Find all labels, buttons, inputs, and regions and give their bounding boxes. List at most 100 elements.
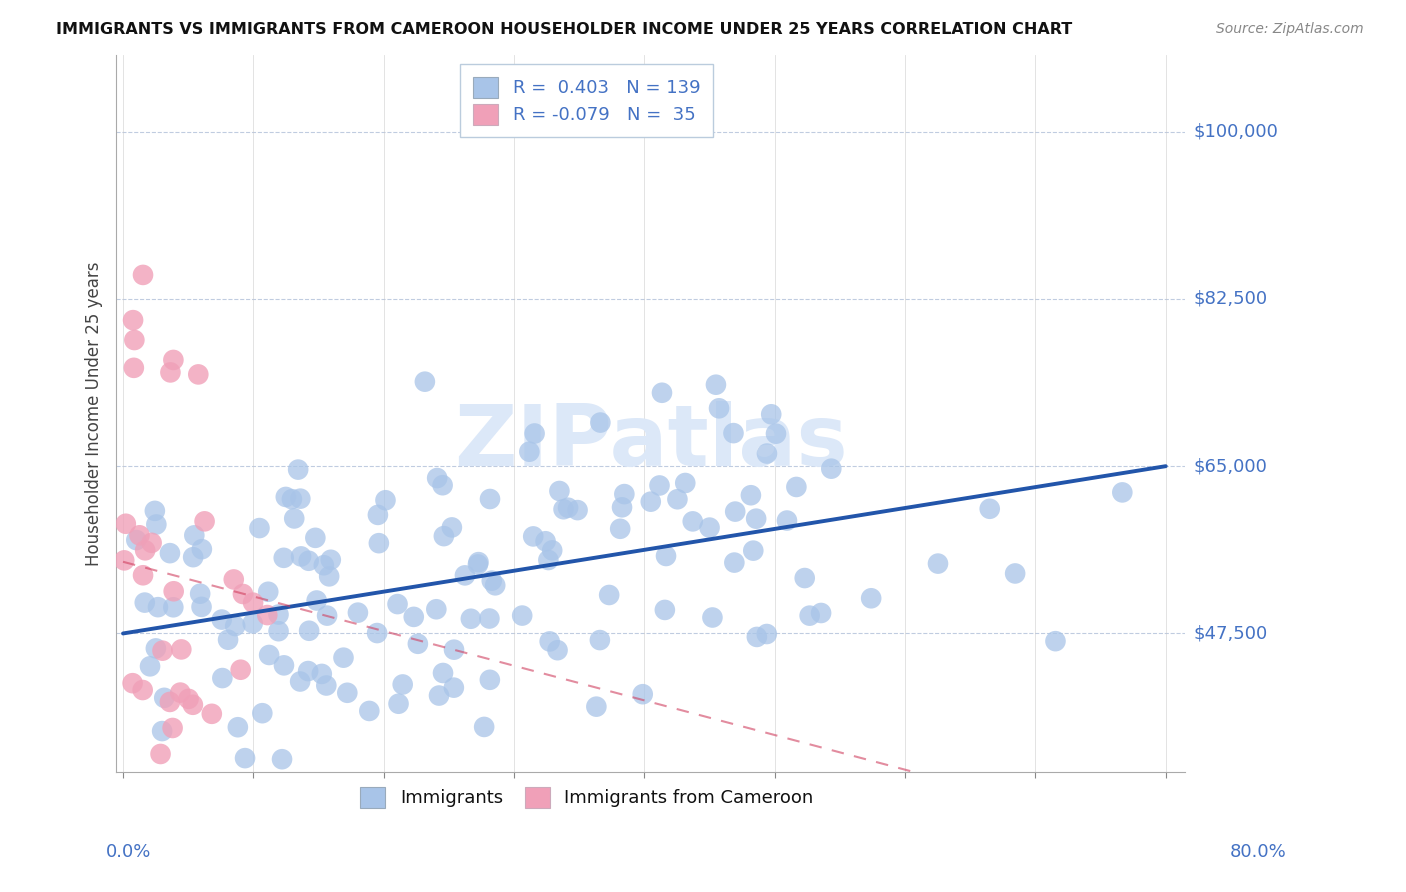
Point bbox=[478, 611, 501, 625]
Point bbox=[478, 673, 501, 687]
Point bbox=[226, 720, 249, 734]
Point bbox=[298, 554, 321, 568]
Point bbox=[150, 724, 173, 739]
Point bbox=[315, 679, 337, 693]
Point bbox=[249, 521, 271, 535]
Point bbox=[1111, 485, 1133, 500]
Point bbox=[121, 676, 143, 690]
Point bbox=[433, 529, 456, 543]
Point bbox=[132, 568, 155, 582]
Point bbox=[454, 568, 477, 582]
Point bbox=[517, 444, 540, 458]
Point bbox=[232, 587, 254, 601]
Point bbox=[112, 553, 135, 567]
Point bbox=[273, 658, 295, 673]
Point bbox=[132, 268, 155, 282]
Point bbox=[290, 491, 312, 506]
Point bbox=[406, 637, 429, 651]
Point bbox=[534, 534, 557, 549]
Point bbox=[367, 536, 389, 550]
Point bbox=[159, 365, 181, 379]
Point bbox=[145, 517, 167, 532]
Point bbox=[541, 543, 564, 558]
Point bbox=[655, 549, 678, 563]
Point bbox=[316, 608, 339, 623]
Point bbox=[273, 550, 295, 565]
Point bbox=[281, 492, 304, 507]
Point bbox=[682, 515, 704, 529]
Y-axis label: Householder Income Under 25 years: Householder Income Under 25 years bbox=[86, 261, 103, 566]
Point bbox=[242, 616, 264, 631]
Point bbox=[305, 593, 328, 607]
Point bbox=[153, 690, 176, 705]
Point bbox=[177, 691, 200, 706]
Point bbox=[799, 608, 821, 623]
Point bbox=[927, 557, 949, 571]
Point bbox=[311, 666, 333, 681]
Point bbox=[402, 610, 425, 624]
Point bbox=[162, 600, 184, 615]
Point bbox=[523, 426, 546, 441]
Point bbox=[188, 587, 211, 601]
Text: $47,500: $47,500 bbox=[1194, 624, 1268, 642]
Point bbox=[704, 377, 727, 392]
Point bbox=[761, 407, 783, 421]
Point bbox=[124, 333, 146, 347]
Point bbox=[547, 643, 569, 657]
Point bbox=[181, 698, 204, 712]
Point bbox=[366, 626, 388, 640]
Point bbox=[267, 624, 290, 639]
Point bbox=[114, 516, 136, 531]
Point bbox=[432, 478, 454, 492]
Point bbox=[149, 747, 172, 761]
Point bbox=[537, 553, 560, 567]
Point bbox=[810, 606, 832, 620]
Point bbox=[367, 508, 389, 522]
Point bbox=[427, 689, 450, 703]
Point bbox=[139, 659, 162, 673]
Point bbox=[481, 574, 503, 588]
Point bbox=[290, 549, 312, 564]
Point bbox=[425, 602, 447, 616]
Point bbox=[134, 596, 156, 610]
Point bbox=[979, 501, 1001, 516]
Point bbox=[387, 597, 409, 611]
Point bbox=[190, 599, 212, 614]
Point bbox=[336, 686, 359, 700]
Text: 80.0%: 80.0% bbox=[1230, 843, 1286, 861]
Point bbox=[745, 630, 768, 644]
Point bbox=[467, 558, 489, 572]
Point bbox=[170, 642, 193, 657]
Point bbox=[191, 542, 214, 557]
Point bbox=[589, 633, 612, 648]
Point bbox=[163, 584, 186, 599]
Point bbox=[613, 487, 636, 501]
Point bbox=[557, 500, 579, 515]
Point bbox=[143, 504, 166, 518]
Text: 0.0%: 0.0% bbox=[105, 843, 150, 861]
Point bbox=[479, 491, 502, 506]
Point bbox=[648, 478, 671, 492]
Point bbox=[1004, 566, 1026, 581]
Point bbox=[755, 446, 778, 460]
Point bbox=[271, 752, 294, 766]
Point bbox=[707, 401, 730, 416]
Point bbox=[413, 375, 436, 389]
Point bbox=[567, 503, 589, 517]
Point bbox=[640, 494, 662, 508]
Point bbox=[467, 555, 489, 569]
Point bbox=[666, 492, 689, 507]
Point bbox=[589, 416, 612, 430]
Point bbox=[631, 687, 654, 701]
Point bbox=[187, 368, 209, 382]
Point bbox=[312, 558, 335, 573]
Point bbox=[125, 533, 148, 547]
Point bbox=[211, 613, 233, 627]
Point bbox=[387, 697, 409, 711]
Point bbox=[793, 571, 815, 585]
Point bbox=[162, 721, 184, 735]
Point bbox=[222, 573, 245, 587]
Point bbox=[152, 643, 174, 657]
Point bbox=[440, 520, 463, 534]
Point bbox=[510, 608, 533, 623]
